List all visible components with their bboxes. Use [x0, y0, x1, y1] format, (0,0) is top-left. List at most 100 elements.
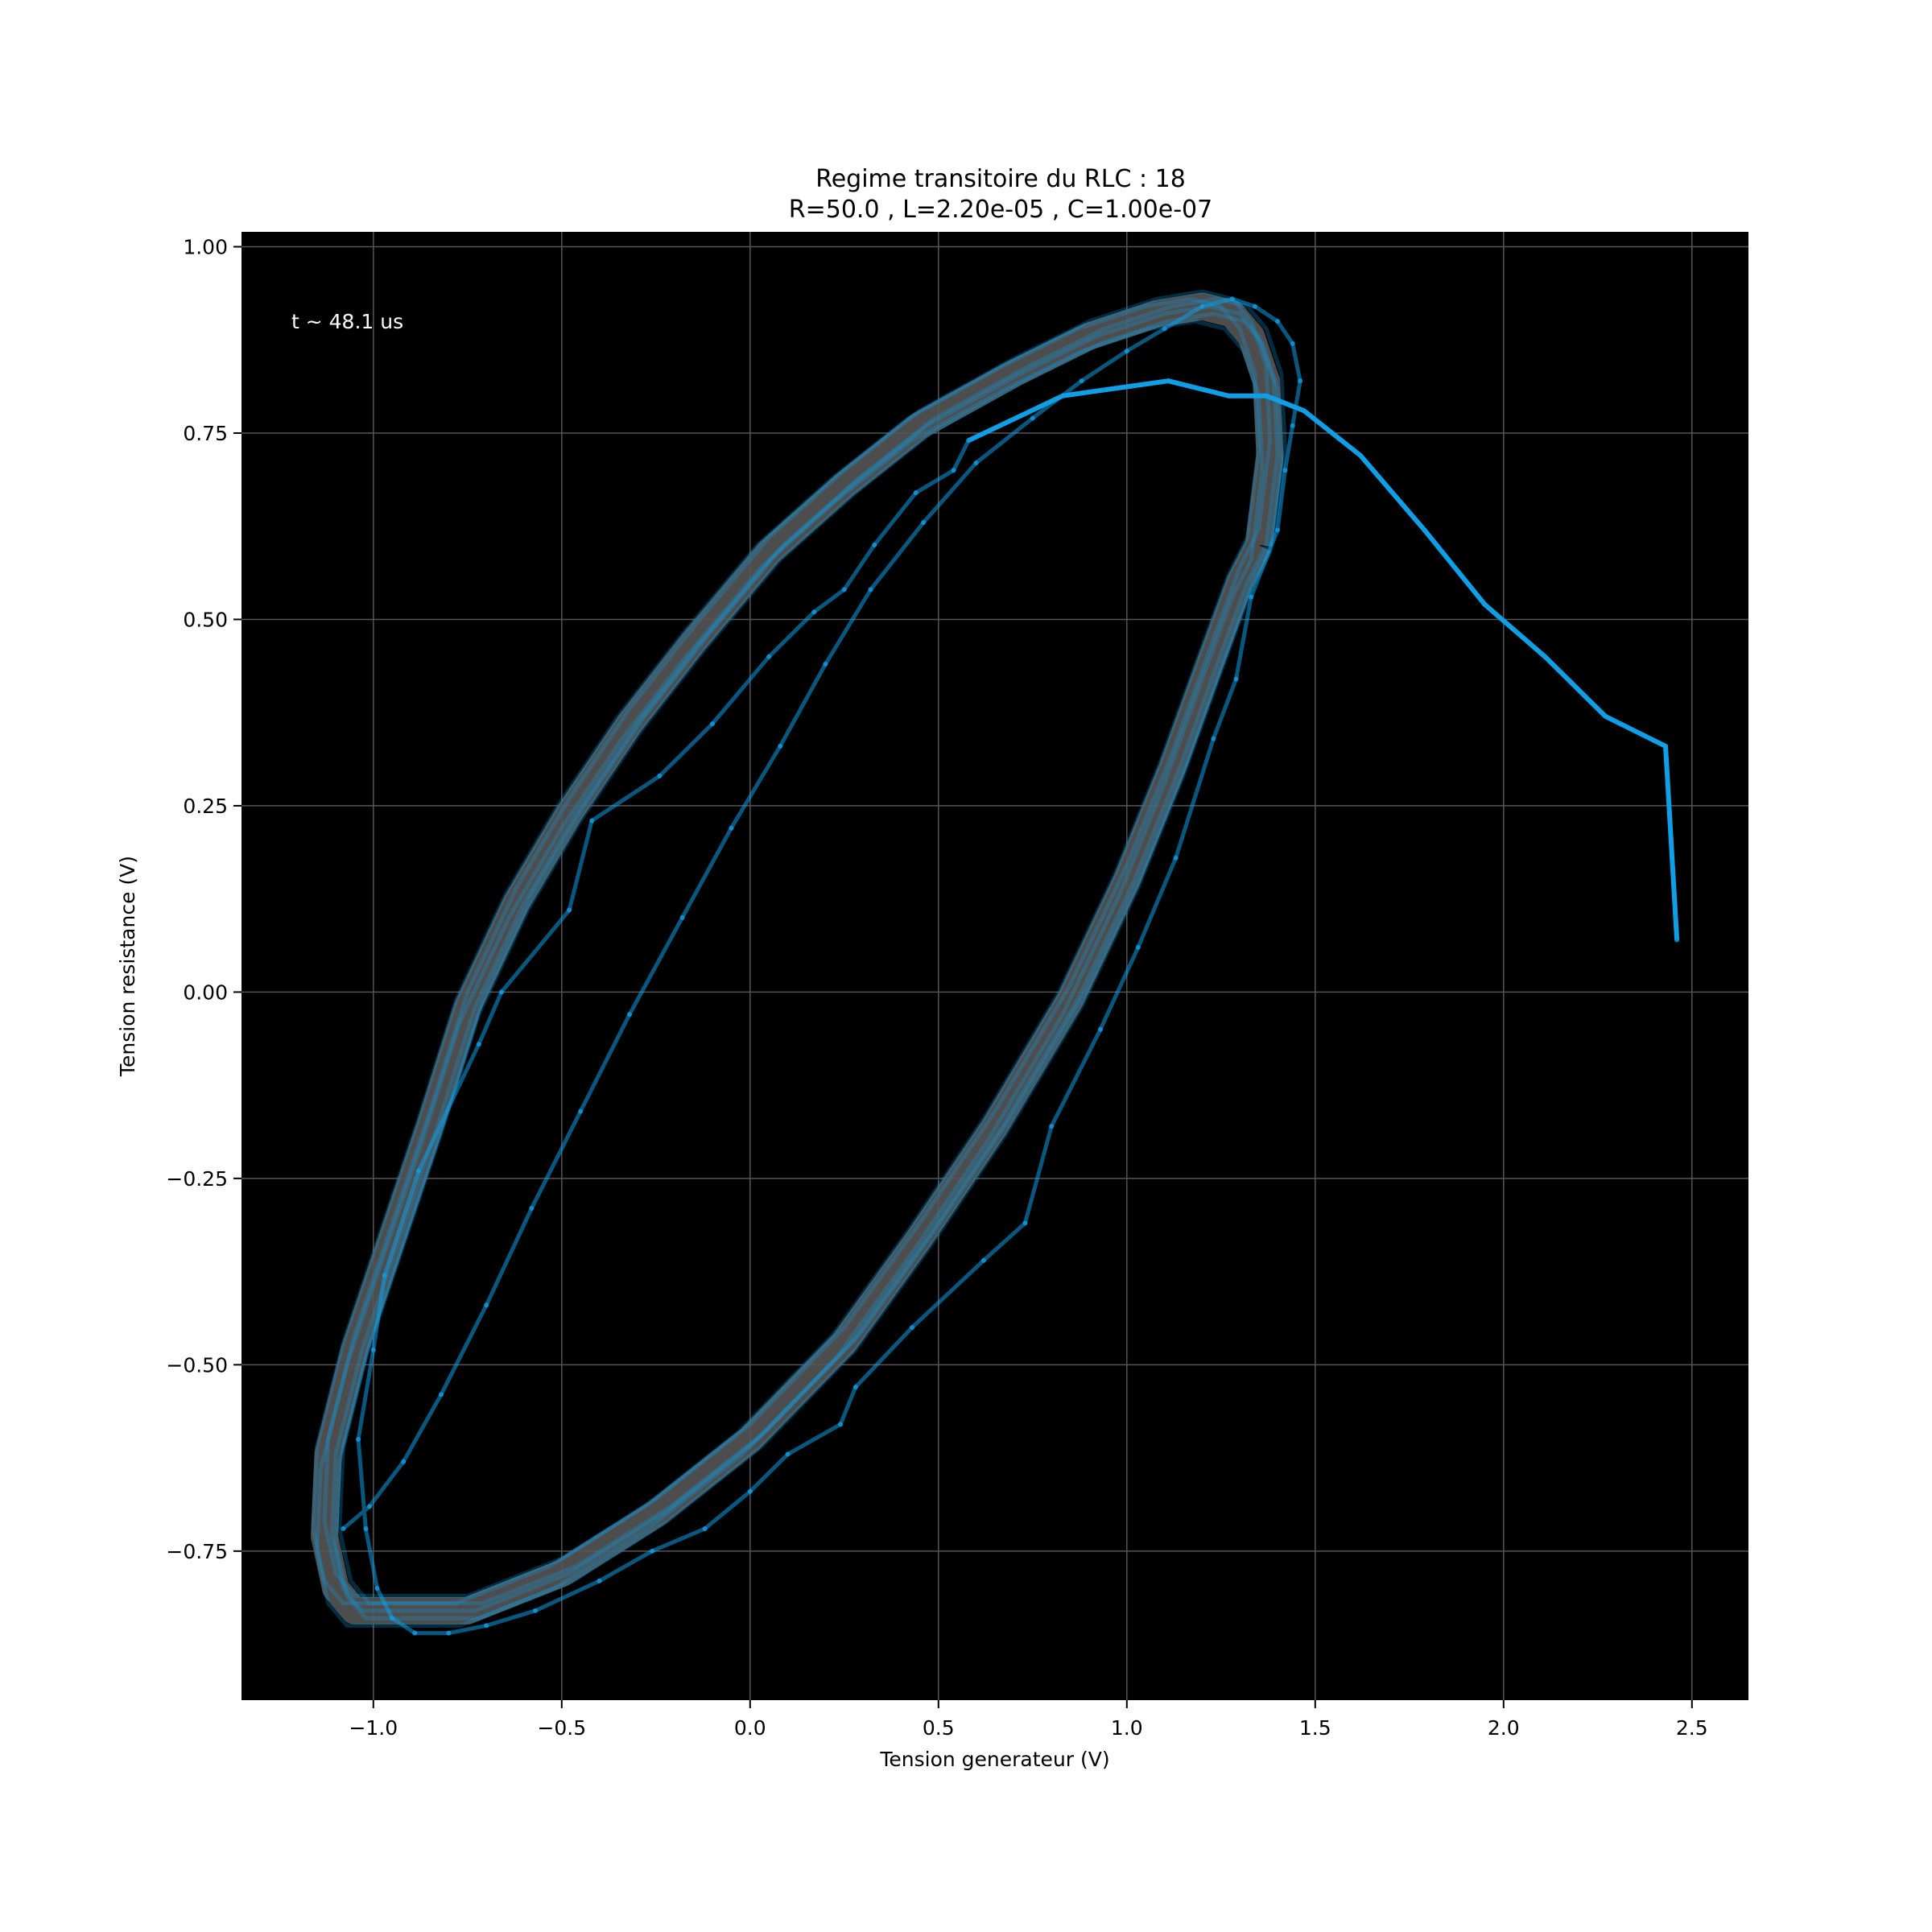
trajectory-point	[785, 1451, 791, 1457]
trajectory-point	[1298, 378, 1303, 384]
trajectory-point	[1199, 303, 1205, 309]
x-axis-ticks: −1.0 −0.5 0.0 0.5 1.0 1.5 2.0 2.5	[349, 1700, 1708, 1740]
trajectory-point	[841, 587, 847, 592]
x-tick-label: 0.5	[923, 1716, 955, 1740]
trajectory-point	[567, 907, 572, 913]
trajectory-point	[446, 1630, 452, 1636]
time-annotation: t ~ 48.1 us	[291, 310, 403, 333]
faded-cycle	[311, 296, 1261, 1606]
x-tick-label: 2.5	[1676, 1716, 1708, 1740]
trajectory-point	[1233, 676, 1239, 682]
trajectory-point	[811, 609, 817, 615]
y-tick-label: 0.75	[183, 422, 228, 445]
faded-cycle	[315, 319, 1265, 1628]
y-axis-label: Tension resistance (V)	[116, 856, 139, 1077]
trajectory-point	[872, 542, 877, 547]
trajectory-point	[710, 721, 715, 727]
trajectory-point	[1603, 713, 1608, 719]
trajectory-point	[1135, 944, 1141, 950]
chart-title: Regime transitoire du RLC : 18	[815, 165, 1186, 193]
trajectory-point	[1275, 319, 1280, 324]
trajectory-point	[341, 1526, 346, 1532]
trajectory-point	[868, 587, 873, 592]
trajectory-point	[1290, 341, 1295, 346]
x-tick-label: 0.0	[734, 1716, 766, 1740]
trajectory-point	[921, 520, 927, 526]
x-axis-label: Tension generateur (V)	[879, 1748, 1109, 1771]
trajectory-point	[529, 1205, 535, 1211]
x-tick-label: 1.0	[1111, 1716, 1143, 1740]
trajectory-point	[966, 438, 972, 444]
trajectory-point	[363, 1526, 369, 1532]
steady-state-band	[311, 292, 1284, 1624]
y-tick-label: −0.25	[166, 1167, 228, 1191]
trajectory-point	[1166, 378, 1171, 384]
y-tick-label: −0.75	[166, 1540, 228, 1563]
trajectory-point	[1030, 415, 1035, 421]
y-axis-ticks: −0.75 −0.50 −0.25 0.00 0.25 0.50 0.75 1.00	[166, 236, 242, 1563]
trajectory-point	[597, 1578, 602, 1583]
trajectory-point	[766, 654, 772, 659]
trajectory-point	[1229, 296, 1235, 302]
trajectory-point	[1211, 736, 1216, 741]
trajectory-point	[627, 1012, 633, 1018]
trajectory-point	[382, 1273, 387, 1278]
trajectory-point	[370, 1347, 376, 1352]
trajectory-point	[498, 989, 504, 995]
trajectory-point	[412, 1630, 418, 1636]
trajectory-point	[1290, 423, 1295, 428]
x-tick-label: 2.0	[1488, 1716, 1520, 1740]
trajectory-point	[702, 1526, 708, 1532]
steady-state-loop	[311, 292, 1284, 1624]
trajectory-point	[910, 1325, 915, 1331]
trajectory-line	[341, 296, 1679, 1636]
x-tick-label: −0.5	[537, 1716, 586, 1740]
trajectory-point	[1022, 1220, 1028, 1226]
trajectory-traces	[311, 289, 1680, 1636]
trajectory-point	[589, 818, 595, 824]
x-tick-label: 1.5	[1299, 1716, 1331, 1740]
trajectory-point	[1226, 393, 1232, 398]
trajectory-point	[657, 773, 663, 778]
trajectory-point	[729, 825, 734, 831]
y-tick-label: −0.50	[166, 1353, 228, 1377]
plot-area	[242, 232, 1748, 1700]
y-tick-label: 0.00	[183, 980, 228, 1004]
trajectory-point	[1079, 378, 1084, 384]
faded-cycle	[337, 296, 1287, 1606]
trajectory-point	[1173, 855, 1179, 861]
trajectory-point	[1049, 1124, 1055, 1129]
trajectory-point	[1282, 468, 1288, 473]
trajectory-point	[374, 1586, 380, 1591]
trajectory-point	[1482, 601, 1488, 607]
trajectory-point	[1357, 452, 1363, 458]
trajectory-point	[1663, 743, 1669, 749]
trajectory-recent	[967, 378, 1680, 940]
grid-lines	[242, 232, 1748, 1700]
trajectory-point	[973, 460, 979, 466]
trajectory-point	[679, 914, 685, 920]
trajectory-point	[838, 1422, 844, 1427]
trajectory-point	[747, 1488, 753, 1494]
trajectory-point	[1124, 349, 1129, 354]
trajectory-point	[1060, 393, 1066, 398]
trajectory-point	[980, 1257, 986, 1263]
trajectory-point	[852, 1385, 858, 1390]
trajectory-point	[1674, 937, 1680, 943]
chart-subtitle: R=50.0 , L=2.20e-05 , C=1.00e-07	[789, 196, 1212, 224]
trajectory-point	[1113, 386, 1118, 391]
y-tick-label: 1.00	[183, 236, 228, 259]
x-tick-label: −1.0	[349, 1716, 398, 1740]
trajectory-point	[401, 1459, 407, 1464]
trajectory-point	[1249, 594, 1254, 600]
trajectory-point	[778, 743, 783, 749]
trajectory-point	[1098, 1026, 1104, 1032]
trajectory-point	[578, 1108, 584, 1114]
y-tick-label: 0.25	[183, 795, 228, 818]
trajectory-point	[390, 1616, 395, 1621]
trajectory-point	[951, 468, 956, 473]
faded-cycle	[333, 312, 1284, 1620]
trajectory-point	[484, 1302, 489, 1308]
trajectory-point	[356, 1436, 361, 1442]
